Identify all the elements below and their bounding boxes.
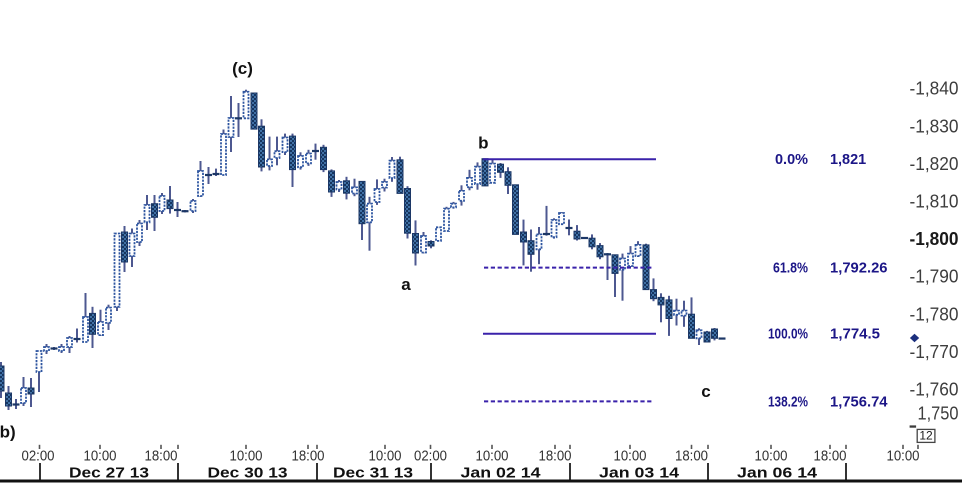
svg-text:10:00: 10:00 (755, 449, 788, 465)
svg-text:Dec 31 13: Dec 31 13 (333, 465, 413, 482)
svg-text:61.8%: 61.8% (773, 260, 808, 277)
svg-text:Jan 06 14: Jan 06 14 (737, 465, 818, 482)
svg-text:b: b (478, 134, 488, 153)
svg-text:100.0%: 100.0% (768, 326, 808, 343)
svg-text:10:00: 10:00 (476, 449, 509, 465)
svg-text:18:00: 18:00 (675, 449, 708, 465)
svg-text:10:00: 10:00 (887, 449, 920, 465)
svg-text:-1,840: -1,840 (910, 78, 959, 99)
svg-text:10:00: 10:00 (614, 449, 647, 465)
svg-text:-1,780: -1,780 (910, 303, 959, 324)
svg-text:-1,820: -1,820 (910, 153, 959, 174)
svg-text:02:00: 02:00 (414, 449, 447, 465)
svg-text:Dec 27 13: Dec 27 13 (69, 465, 149, 482)
svg-text:1,756.74: 1,756.74 (830, 393, 888, 410)
svg-text:18:00: 18:00 (292, 449, 325, 465)
svg-text:18:00: 18:00 (814, 449, 847, 465)
svg-text:1,774.5: 1,774.5 (830, 326, 880, 343)
svg-text:1,750: 1,750 (918, 403, 959, 424)
svg-text:(c): (c) (232, 59, 253, 78)
svg-text:18:00: 18:00 (145, 449, 178, 465)
svg-text:02:00: 02:00 (22, 449, 55, 465)
svg-text:Jan 02 14: Jan 02 14 (461, 465, 542, 482)
svg-text:10:00: 10:00 (369, 449, 402, 465)
svg-text:12: 12 (919, 429, 933, 443)
svg-text:Jan 03 14: Jan 03 14 (599, 465, 680, 482)
svg-text:-1,810: -1,810 (910, 191, 959, 212)
svg-text:-1,800: -1,800 (910, 228, 959, 249)
svg-text:18:00: 18:00 (539, 449, 572, 465)
svg-text:a: a (401, 275, 411, 294)
svg-text:-1,760: -1,760 (910, 379, 959, 400)
svg-text:10:00: 10:00 (230, 449, 263, 465)
svg-text:Dec 30 13: Dec 30 13 (208, 465, 288, 482)
svg-text:1,792.26: 1,792.26 (830, 260, 888, 277)
svg-text:-1,770: -1,770 (910, 341, 959, 362)
svg-text:-1,790: -1,790 (910, 266, 959, 287)
svg-text:-1,830: -1,830 (910, 115, 959, 136)
svg-text:0.0%: 0.0% (775, 151, 808, 168)
svg-text:c: c (701, 382, 710, 401)
svg-text:10:00: 10:00 (84, 449, 117, 465)
svg-text:138.2%: 138.2% (768, 393, 808, 410)
svg-text:1,821: 1,821 (830, 151, 866, 168)
svg-text:(b): (b) (0, 423, 16, 442)
